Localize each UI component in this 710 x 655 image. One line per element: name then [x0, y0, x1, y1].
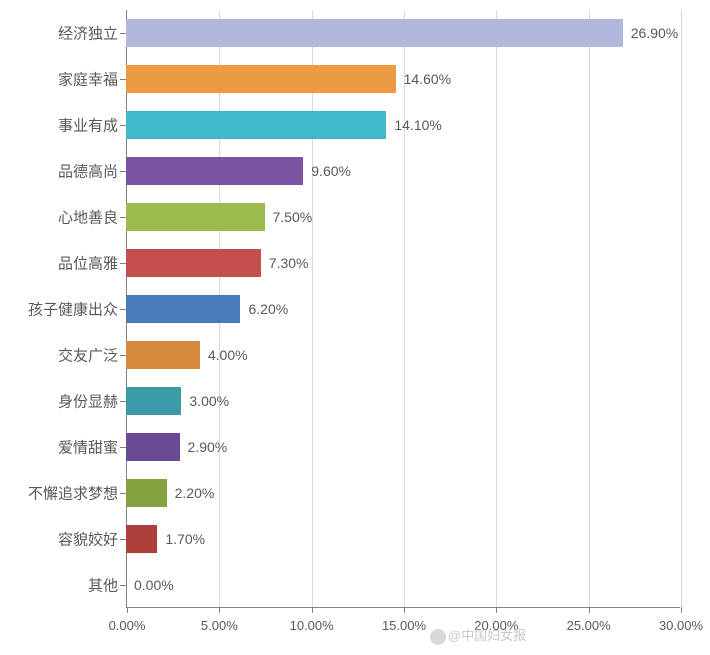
bar: [126, 341, 200, 369]
y-tick: [120, 585, 126, 586]
value-label: 2.20%: [175, 485, 215, 501]
x-tick-label: 25.00%: [567, 618, 611, 633]
watermark-text: @中国妇女报: [448, 628, 526, 643]
value-label: 7.30%: [269, 255, 309, 271]
category-label: 容貌姣好: [0, 529, 118, 550]
value-label: 6.20%: [248, 301, 288, 317]
bar: [126, 295, 240, 323]
category-label: 事业有成: [0, 115, 118, 136]
x-tick-label: 5.00%: [201, 618, 238, 633]
bar: [126, 479, 167, 507]
chart-row: 不懈追求梦想 2.20%: [0, 470, 710, 516]
bar: [126, 203, 265, 231]
x-tick-label: 0.00%: [109, 618, 146, 633]
chart-row: 品德高尚 9.60%: [0, 148, 710, 194]
category-label: 身份显赫: [0, 391, 118, 412]
chart-row: 容貌姣好 1.70%: [0, 516, 710, 562]
chart-row: 心地善良 7.50%: [0, 194, 710, 240]
bar: [126, 157, 303, 185]
chart-container: 0.00%5.00%10.00%15.00%20.00%25.00%30.00%…: [0, 0, 710, 655]
category-label: 孩子健康出众: [0, 299, 118, 320]
x-tick-label: 10.00%: [290, 618, 334, 633]
category-label: 品德高尚: [0, 161, 118, 182]
value-label: 4.00%: [208, 347, 248, 363]
bar: [126, 65, 396, 93]
value-label: 1.70%: [165, 531, 205, 547]
x-tick-label: 15.00%: [382, 618, 426, 633]
value-label: 7.50%: [273, 209, 313, 225]
bar: [126, 525, 157, 553]
category-label: 不懈追求梦想: [0, 483, 118, 504]
value-label: 0.00%: [134, 577, 174, 593]
value-label: 26.90%: [631, 25, 678, 41]
watermark: @中国妇女报: [430, 625, 526, 645]
chart-row: 其他 0.00%: [0, 562, 710, 608]
value-label: 9.60%: [311, 163, 351, 179]
value-label: 14.60%: [404, 71, 451, 87]
bar: [126, 387, 181, 415]
x-tick-label: 30.00%: [659, 618, 703, 633]
value-label: 14.10%: [394, 117, 441, 133]
category-label: 品位高雅: [0, 253, 118, 274]
chart-row: 家庭幸福 14.60%: [0, 56, 710, 102]
bar: [126, 19, 623, 47]
category-label: 交友广泛: [0, 345, 118, 366]
category-label: 经济独立: [0, 23, 118, 44]
category-label: 心地善良: [0, 207, 118, 228]
chart-row: 事业有成 14.10%: [0, 102, 710, 148]
category-label: 其他: [0, 575, 118, 596]
bar: [126, 249, 261, 277]
bar: [126, 433, 180, 461]
weibo-icon: [430, 629, 446, 645]
chart-row: 品位高雅 7.30%: [0, 240, 710, 286]
chart-row: 经济独立 26.90%: [0, 10, 710, 56]
category-label: 家庭幸福: [0, 69, 118, 90]
chart-row: 孩子健康出众 6.20%: [0, 286, 710, 332]
value-label: 3.00%: [189, 393, 229, 409]
chart-row: 爱情甜蜜 2.90%: [0, 424, 710, 470]
bar: [126, 111, 386, 139]
value-label: 2.90%: [188, 439, 228, 455]
chart-row: 交友广泛 4.00%: [0, 332, 710, 378]
chart-row: 身份显赫 3.00%: [0, 378, 710, 424]
category-label: 爱情甜蜜: [0, 437, 118, 458]
